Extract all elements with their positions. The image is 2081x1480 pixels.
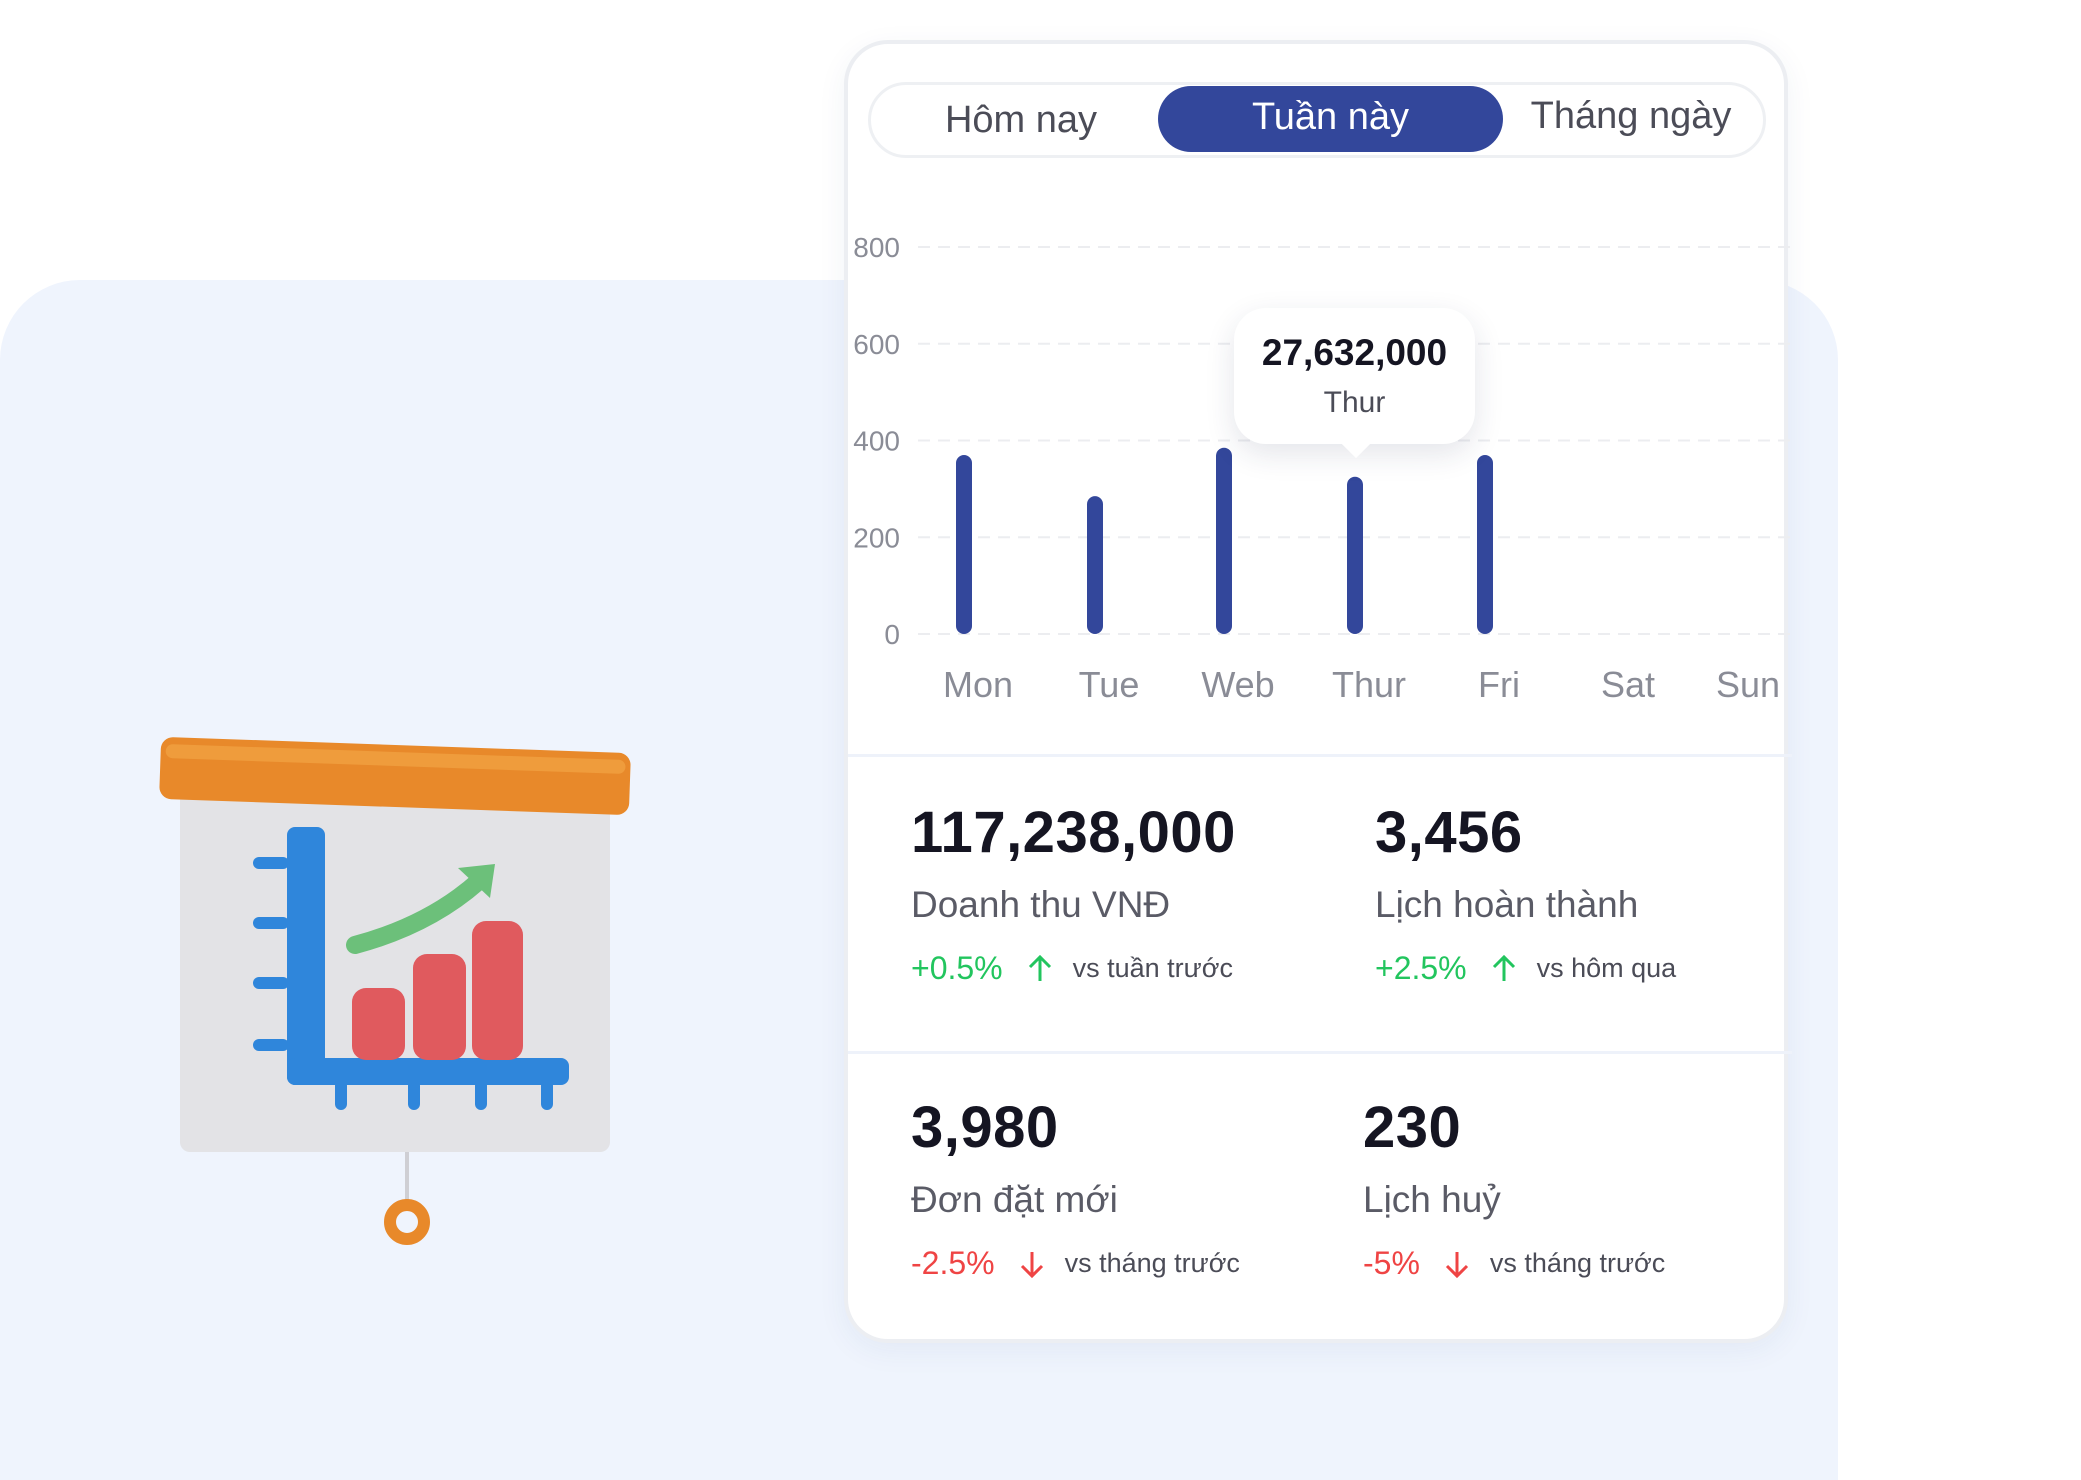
revenue-bar-chart: 0 200 400 600 800 Mon Tue Web Thur Fri Sat Sun [853,232,1792,705]
x-tick-label: Thur [1332,664,1406,705]
chart-tooltip: 27,632,000 Thur [1234,308,1475,444]
x-tick-label: Web [1201,664,1274,705]
divider [848,1051,1792,1054]
stats-card: Hôm nay Tuần này Tháng ngày 0 200 400 600 80… [844,40,1792,1343]
period-tabs: Hôm nay Tuần này Tháng ngày [868,82,1766,158]
x-tick-label: Fri [1478,664,1520,705]
x-tick-label: Sat [1601,664,1655,705]
stat-change: -2.5% [911,1245,995,1281]
tooltip-day: Thur [1323,386,1386,419]
stat-new-orders: 3,980 Đơn đặt mới -2.5% vs tháng trước [911,1094,1240,1282]
stat-change: -5% [1363,1245,1420,1281]
tooltip-value: 27,632,000 [1261,332,1448,373]
stat-revenue: 117,238,000 Doanh thu VNĐ +0.5% vs tuần … [911,799,1236,987]
x-tick-label: Tue [1079,664,1140,705]
y-tick-label: 800 [853,232,900,263]
x-tick-label: Sun [1716,664,1780,705]
stat-compare: vs hôm qua [1536,953,1677,983]
presentation-board-chart-icon [159,737,631,1245]
stat-value: 3,980 [911,1095,1059,1160]
arrow-down-icon [1020,1251,1043,1278]
stat-value: 117,238,000 [911,800,1236,865]
stat-value: 3,456 [1375,800,1523,865]
stat-compare: vs tháng trước [1064,1248,1240,1278]
stat-label: Lịch hoàn thành [1375,884,1639,925]
tab-this-week[interactable]: Tuần này [1158,86,1503,152]
stat-label: Lịch huỷ [1363,1179,1501,1220]
stat-value: 230 [1363,1095,1462,1160]
stat-cancelled: 230 Lịch huỷ -5% vs tháng trước [1363,1094,1665,1282]
arrow-up-icon [1492,954,1515,981]
y-tick-label: 400 [853,426,900,457]
y-tick-label: 0 [884,619,900,650]
stat-compare: vs tháng trước [1489,1248,1666,1278]
y-tick-label: 200 [853,522,900,553]
tab-today[interactable]: Hôm nay [944,99,1098,141]
x-tick-label: Mon [943,664,1013,705]
arrow-down-icon [1445,1251,1468,1278]
stat-completed: 3,456 Lịch hoàn thành +2.5% vs hôm qua [1375,799,1676,987]
stat-change: +0.5% [911,950,1003,986]
stat-compare: vs tuần trước [1072,953,1233,983]
tab-month[interactable]: Tháng ngày [1530,95,1732,137]
stat-label: Đơn đặt mới [911,1179,1118,1220]
y-tick-label: 600 [853,329,900,360]
stat-change: +2.5% [1375,950,1467,986]
divider [848,754,1792,757]
arrow-up-icon [1028,954,1051,981]
stat-label: Doanh thu VNĐ [911,884,1171,925]
